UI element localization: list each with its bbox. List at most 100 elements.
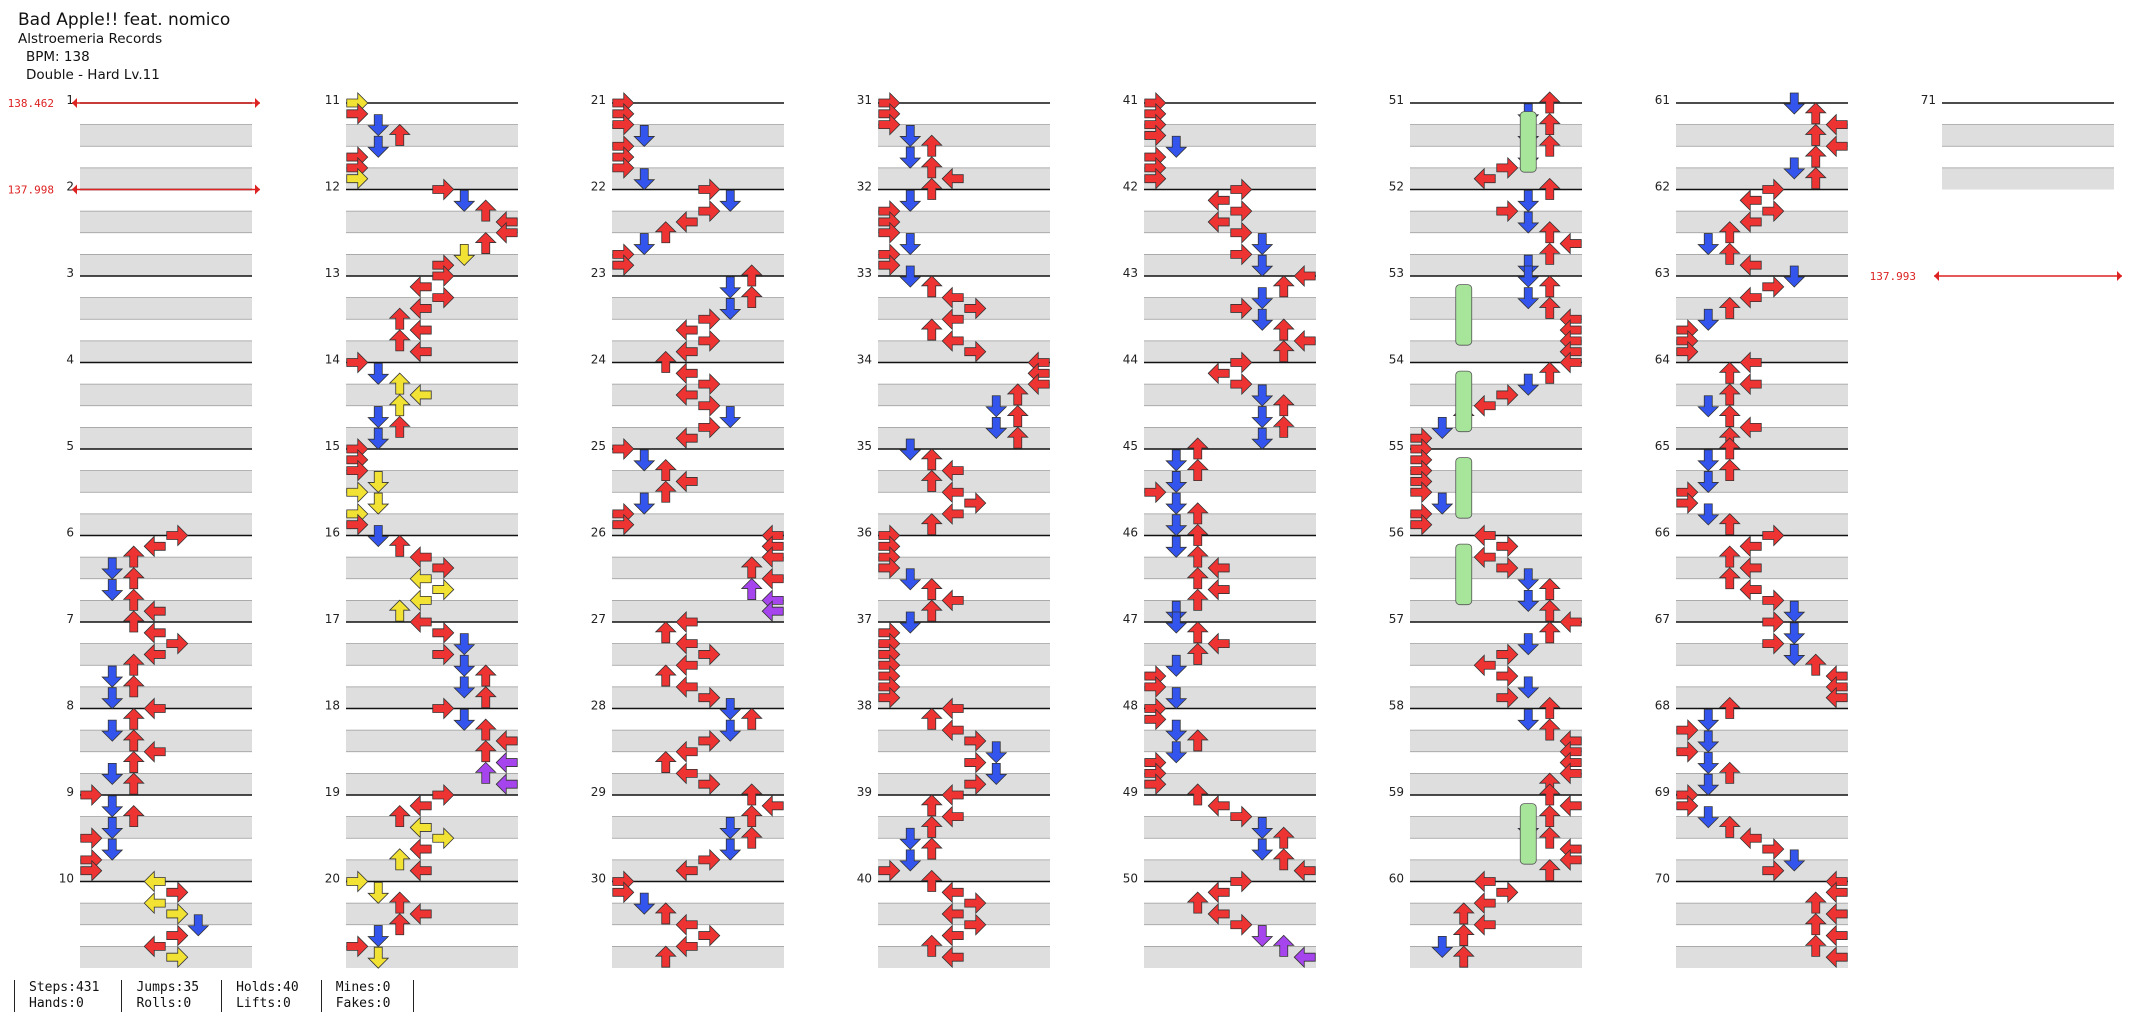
arrow-note	[654, 480, 677, 503]
arrow-note	[698, 643, 721, 666]
measure-65: 65	[1655, 439, 1848, 536]
arrow-note	[1783, 157, 1806, 180]
beat-band	[346, 470, 518, 493]
beat-band	[878, 513, 1050, 536]
arrow-note	[920, 318, 943, 341]
step-chart: 1234567891011121314151617181920212223242…	[8, 91, 2122, 969]
arrow-note	[964, 913, 987, 936]
beat-band	[878, 903, 1050, 925]
arrow-note	[1207, 578, 1230, 601]
arrow-note	[367, 135, 390, 158]
arrow-note	[1165, 492, 1188, 515]
beat-band	[346, 211, 518, 233]
arrow-note	[633, 892, 656, 915]
arrow-note	[409, 383, 432, 406]
beat-band	[612, 384, 784, 406]
arrow-note	[346, 481, 369, 504]
measure-62: 62	[1655, 180, 1848, 276]
arrow-note	[1496, 881, 1519, 904]
measure-number: 34	[857, 353, 872, 367]
arrow-note	[143, 935, 166, 958]
arrow-note	[675, 470, 698, 493]
arrow-note	[1431, 416, 1454, 439]
beat-band	[80, 297, 252, 320]
arrow-note	[1230, 913, 1253, 936]
arrow-note	[1186, 459, 1209, 482]
beat-band	[1676, 167, 1848, 190]
measure-number: 59	[1389, 785, 1404, 799]
arrow-note	[495, 729, 518, 752]
beat-band	[878, 384, 1050, 406]
arrow-note	[1207, 632, 1230, 655]
measure-number: 70	[1655, 872, 1670, 886]
arrow-note	[964, 297, 987, 320]
measure-number: 31	[857, 93, 872, 107]
arrow-note	[740, 577, 763, 600]
arrow-note	[941, 459, 964, 482]
beat-band	[612, 513, 784, 536]
measure-46: 46	[1123, 526, 1316, 622]
measure-43: 43	[1123, 266, 1316, 363]
arrow-note	[1144, 481, 1167, 504]
arrow-note	[899, 146, 922, 169]
arrow-note	[1207, 881, 1230, 904]
arrow-note	[899, 827, 922, 850]
bpm-tick	[2117, 271, 2122, 281]
measure-5: 5	[66, 439, 252, 536]
measure-35: 35	[857, 439, 1050, 536]
arrow-note	[719, 838, 742, 861]
arrow-note	[1697, 806, 1720, 829]
measure-number: 15	[325, 439, 340, 453]
arrow-note	[675, 859, 698, 882]
arrow-note	[985, 762, 1008, 785]
arrow-note	[1739, 416, 1762, 439]
arrow-note	[1676, 719, 1699, 742]
arrow-note	[474, 740, 497, 763]
stat-jumps: Jumps:35	[121, 980, 222, 996]
arrow-note	[1251, 254, 1274, 277]
arrow-note	[941, 589, 964, 612]
arrow-note	[1207, 210, 1230, 233]
arrow-note	[1144, 708, 1167, 731]
arrow-note	[1538, 696, 1561, 719]
arrow-note	[453, 708, 476, 731]
arrow-note	[1697, 773, 1720, 796]
beat-band	[1144, 297, 1316, 320]
arrow-note	[698, 848, 721, 871]
arrow-note	[719, 719, 742, 742]
beat-band	[1144, 816, 1316, 839]
measure-44: 44	[1123, 353, 1316, 449]
arrow-note	[1718, 696, 1741, 719]
arrow-note	[1144, 675, 1167, 698]
beat-band	[878, 557, 1050, 579]
arrow-note	[122, 707, 145, 730]
arrow-note	[941, 881, 964, 904]
beat-band	[1144, 903, 1316, 925]
beat-band	[878, 773, 1050, 795]
bpm-value: 137.998	[8, 184, 54, 197]
arrow-note	[612, 513, 635, 536]
arrow-note	[675, 611, 698, 633]
arrow-note	[1718, 437, 1741, 460]
beat-band	[612, 816, 784, 839]
arrow-note	[1718, 761, 1741, 784]
measure-number: 51	[1389, 93, 1404, 107]
arrow-note	[920, 448, 943, 471]
arrow-note	[920, 934, 943, 957]
arrow-note	[409, 546, 432, 569]
arrow-note	[675, 210, 698, 233]
measure-number: 71	[1921, 93, 1936, 107]
arrow-note	[698, 329, 721, 352]
stat-rolls: Rolls:0	[121, 996, 222, 1012]
measure-number: 26	[591, 526, 606, 540]
stat-holds: Holds:40	[221, 980, 322, 996]
measure-number: 20	[325, 872, 340, 886]
arrow-note	[367, 492, 390, 515]
arrow-note	[1739, 535, 1762, 558]
arrow-note	[1230, 805, 1253, 828]
arrow-note	[1251, 817, 1274, 840]
arrow-note	[101, 665, 124, 688]
beat-band	[878, 211, 1050, 233]
measure-45: 45	[1123, 439, 1316, 536]
arrow-note	[122, 675, 145, 698]
